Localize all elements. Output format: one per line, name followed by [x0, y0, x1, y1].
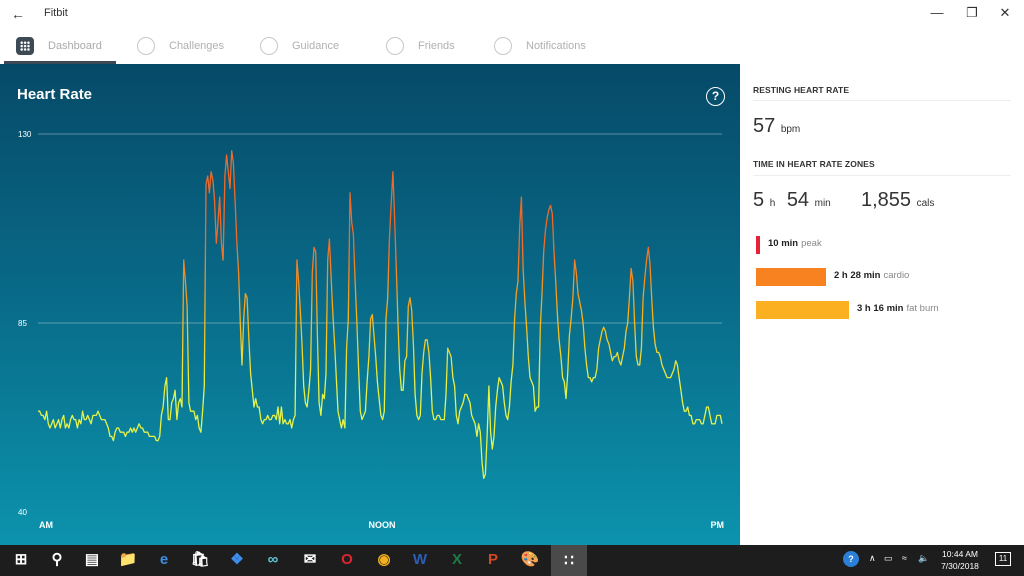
task-view-icon[interactable]: ▤: [84, 551, 100, 568]
clock[interactable]: 10:44 AM 7/30/2018: [934, 548, 986, 572]
file-explorer-icon[interactable]: 📁: [118, 551, 138, 568]
word-icon[interactable]: W: [412, 551, 428, 568]
calories-unit: cals: [916, 198, 935, 209]
help-tray-icon[interactable]: ?: [843, 551, 859, 567]
excel-icon[interactable]: X: [451, 551, 462, 568]
volume-icon[interactable]: 🔈: [918, 553, 930, 563]
divider: [753, 175, 1011, 176]
zone-bar-peak: [756, 236, 760, 254]
store-icon[interactable]: 🛍: [190, 551, 210, 568]
tab-bar: Dashboard Challenges Guidance Friends No…: [0, 28, 1024, 80]
chat-bubble-icon: [494, 37, 512, 55]
zone-time: 3 h 16 min: [857, 303, 904, 314]
zones-heading: TIME IN HEART RATE ZONES: [753, 159, 875, 169]
edge-icon[interactable]: e: [159, 551, 169, 568]
back-arrow-icon[interactable]: ←: [11, 6, 25, 22]
notification-center-icon[interactable]: 11: [995, 552, 1011, 566]
x-tick-label: PM: [711, 520, 725, 530]
tab-notifications[interactable]: Notifications: [494, 28, 586, 64]
zone-text: 10 min peak: [768, 238, 822, 249]
heart-rate-panel: 130 85 40 AM NOON PM Heart Rate ?: [0, 64, 740, 545]
search-icon[interactable]: ⚲: [51, 551, 63, 568]
zone-bar-cardio: [756, 268, 826, 286]
tab-label: Friends: [418, 40, 455, 52]
tab-challenges[interactable]: Challenges: [137, 28, 224, 64]
opera-icon[interactable]: O: [341, 551, 353, 568]
star-badge-icon: [137, 37, 155, 55]
heart-rate-chart: 130 85 40 AM NOON PM: [18, 130, 725, 530]
zone-time: 2 h 28 min: [834, 270, 881, 281]
windows-start-icon[interactable]: ⊞: [14, 551, 28, 568]
resting-number: 57: [753, 115, 776, 137]
tab-guidance[interactable]: Guidance: [260, 28, 339, 64]
title-bar: ← Fitbit — ❐ ✕: [0, 0, 1024, 28]
powerpoint-icon[interactable]: P: [487, 551, 498, 568]
total-hours: 5: [753, 189, 765, 211]
battery-icon[interactable]: ▭: [884, 553, 893, 563]
clock-date: 7/30/2018: [941, 561, 979, 571]
tab-label: Dashboard: [48, 40, 102, 52]
wifi-icon[interactable]: ≈: [902, 553, 907, 563]
close-button[interactable]: ✕: [999, 5, 1011, 20]
y-tick-label: 85: [18, 319, 27, 328]
zone-bar-fat-burn: [756, 301, 849, 319]
resting-unit: bpm: [780, 124, 801, 135]
tab-label: Notifications: [526, 40, 586, 52]
zone-time: 10 min: [768, 238, 799, 249]
tab-friends[interactable]: Friends: [386, 28, 455, 64]
tab-dashboard[interactable]: Dashboard: [16, 28, 102, 64]
tab-label: Challenges: [169, 40, 225, 52]
chevron-up-icon[interactable]: ∧: [869, 553, 876, 563]
zones-total-time: 5 h 54 min: [753, 189, 831, 212]
chrome-icon[interactable]: ◉: [377, 551, 391, 568]
x-tick-label: NOON: [369, 520, 396, 530]
panel-title: Heart Rate: [17, 86, 93, 103]
help-icon[interactable]: ?: [706, 87, 725, 106]
notification-count: 11: [998, 554, 1008, 563]
windows-taskbar: ? ∧ ▭ ≈ 🔈 10:44 AM 7/30/2018 11 ⊞ ⚲ ▤ 📁 e 🛍 ❖ ∞…: [0, 545, 1024, 576]
zone-text: 2 h 28 min cardio: [834, 270, 909, 281]
stats-panel: RESTING HEART RATE 57 bpm TIME IN HEART …: [740, 64, 1024, 545]
friends-icon: [386, 37, 404, 55]
zones-calories: 1,855 cals: [861, 189, 934, 212]
x-tick-label: AM: [39, 520, 53, 530]
tab-label: Guidance: [292, 40, 340, 52]
zone-label: cardio: [883, 270, 910, 281]
minimize-button[interactable]: —: [930, 5, 944, 20]
dashboard-icon: [16, 37, 34, 55]
infinity-icon[interactable]: ∞: [267, 551, 279, 568]
mail-icon[interactable]: ✉: [303, 551, 317, 568]
resting-heading: RESTING HEART RATE: [753, 85, 850, 95]
zone-text: 3 h 16 min fat burn: [857, 303, 939, 314]
fitbit-icon[interactable]: ∷: [551, 545, 587, 576]
divider: [753, 100, 1011, 101]
app-title: Fitbit: [44, 7, 68, 19]
clock-time: 10:44 AM: [942, 549, 978, 559]
resting-value: 57 bpm: [753, 115, 800, 138]
active-tab-indicator: [4, 61, 116, 64]
calories-value: 1,855: [861, 189, 912, 211]
heart-rate-line: [38, 150, 723, 480]
dropbox-icon[interactable]: ❖: [230, 551, 244, 568]
minutes-unit: min: [814, 198, 831, 209]
zone-label: fat burn: [906, 303, 939, 314]
paint-icon[interactable]: 🎨: [520, 551, 540, 568]
restore-button[interactable]: ❐: [966, 5, 978, 20]
y-tick-label: 130: [18, 130, 32, 139]
zone-label: peak: [801, 238, 822, 249]
hours-unit: h: [769, 198, 776, 209]
total-minutes: 54: [786, 189, 810, 211]
compass-icon: [260, 37, 278, 55]
y-tick-label: 40: [18, 508, 27, 517]
